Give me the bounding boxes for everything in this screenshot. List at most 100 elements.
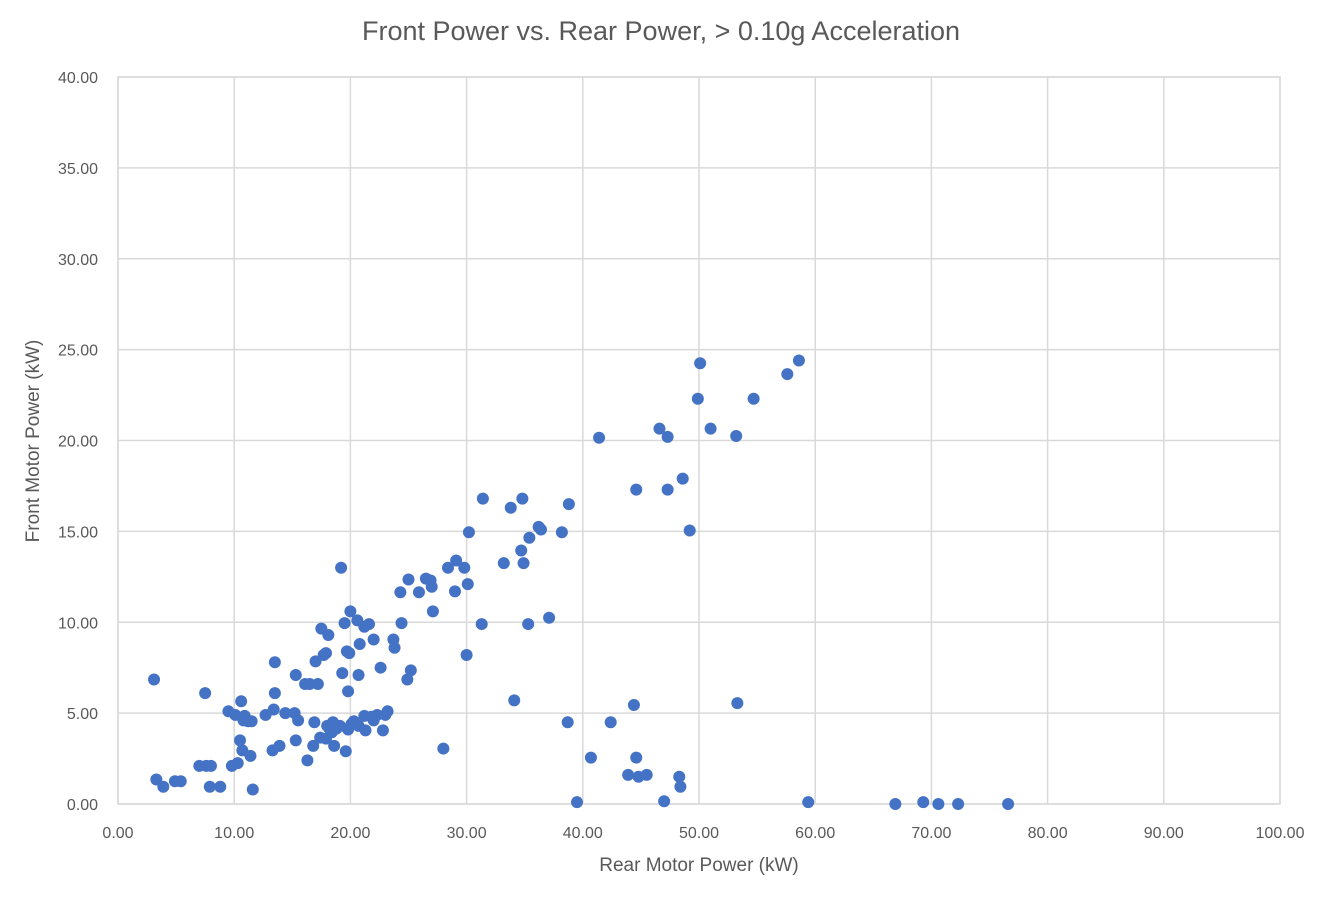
data-point (630, 751, 643, 764)
data-point (622, 768, 635, 781)
data-point (376, 724, 389, 737)
data-point (268, 687, 281, 700)
data-point (555, 526, 568, 539)
data-point (279, 707, 292, 720)
data-point (889, 798, 902, 810)
data-point (661, 483, 674, 496)
data-point (388, 641, 401, 654)
data-point (630, 483, 643, 496)
data-point (917, 796, 930, 809)
data-point (234, 734, 247, 747)
data-point (462, 526, 475, 539)
data-point (319, 647, 332, 660)
data-point (523, 531, 536, 544)
data-point (730, 429, 743, 442)
data-point (343, 647, 356, 660)
y-tick-label: 10.00 (58, 615, 98, 632)
data-point (235, 695, 248, 708)
data-point (516, 492, 529, 505)
gridlines (117, 76, 1281, 805)
y-tick-label: 40.00 (58, 70, 98, 87)
data-point (367, 633, 380, 646)
data-point (245, 715, 258, 728)
data-point (673, 770, 686, 783)
data-point (395, 617, 408, 630)
data-point (381, 705, 394, 718)
data-point (289, 668, 302, 681)
data-point (781, 368, 794, 381)
data-point (543, 611, 556, 624)
data-point (204, 759, 217, 772)
data-point (401, 673, 414, 686)
data-point (336, 667, 349, 680)
data-point (231, 757, 244, 770)
y-tick-label: 0.00 (67, 797, 98, 814)
data-point (404, 664, 417, 677)
data-point (301, 754, 314, 767)
data-point (203, 780, 216, 793)
data-point (1002, 798, 1015, 810)
data-point (476, 492, 489, 505)
data-point (437, 742, 450, 755)
data-point (352, 668, 365, 681)
data-point (359, 724, 372, 737)
data-point (338, 617, 351, 630)
data-point (731, 697, 744, 710)
x-tick-label: 90.00 (1144, 825, 1184, 842)
data-point (412, 586, 425, 599)
data-point (199, 687, 212, 700)
data-point (374, 661, 387, 674)
data-point (534, 523, 547, 536)
data-point (362, 618, 375, 631)
x-tick-label: 60.00 (795, 825, 835, 842)
data-point (704, 422, 717, 435)
data-point (640, 768, 653, 781)
data-point (394, 586, 407, 599)
data-point (475, 618, 488, 631)
data-point (691, 392, 704, 405)
data-point (517, 557, 530, 570)
data-point (932, 798, 945, 810)
data-point (683, 524, 696, 537)
x-tick-label: 100.00 (1256, 825, 1305, 842)
data-point (246, 783, 259, 796)
data-point (747, 392, 760, 405)
data-point (497, 557, 510, 570)
x-tick-label: 20.00 (330, 825, 370, 842)
data-point (328, 739, 341, 752)
data-point (322, 628, 335, 641)
data-point (157, 780, 170, 793)
y-axis-tick-labels: 0.00 5.00 10.00 15.00 20.00 25.00 30.00 35.00 40… (58, 70, 98, 814)
data-point (244, 749, 257, 762)
data-point (273, 739, 286, 752)
data-point (661, 430, 674, 443)
chart-title: Front Power vs. Rear Power, > 0.10g Acce… (362, 16, 960, 46)
data-point (311, 678, 324, 691)
data-point (562, 498, 575, 511)
x-tick-label: 10.00 (214, 825, 254, 842)
x-tick-label: 0.00 (102, 825, 133, 842)
data-point (802, 796, 815, 809)
data-points (148, 354, 1015, 810)
data-point (289, 734, 302, 747)
data-point (458, 561, 471, 574)
data-point (425, 580, 438, 593)
data-point (593, 431, 606, 444)
data-point (584, 751, 597, 764)
data-point (504, 501, 517, 514)
data-point (676, 472, 689, 485)
data-point (174, 775, 187, 788)
data-point (450, 554, 463, 567)
data-point (344, 605, 357, 618)
data-point (561, 716, 574, 729)
data-point (570, 796, 583, 809)
x-axis-title: Rear Motor Power (kW) (599, 855, 799, 876)
data-point (792, 354, 805, 367)
data-point (448, 585, 461, 598)
data-point (267, 703, 280, 716)
y-axis-title: Front Motor Power (kW) (23, 340, 44, 543)
data-point (148, 673, 161, 686)
data-point (694, 357, 707, 370)
data-point (460, 648, 473, 661)
